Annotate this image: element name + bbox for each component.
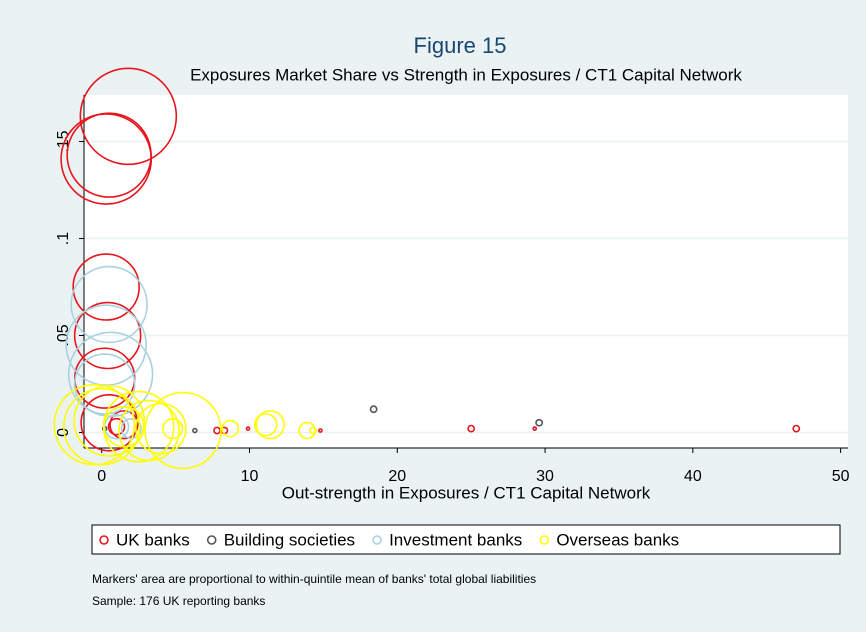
note: Markers' area are proportional to within… [92,572,536,586]
bubble [213,426,221,435]
bubble [73,353,136,415]
bubble [298,421,316,440]
bubble [369,405,378,414]
note: Sample: 176 UK reporting banks [92,594,265,608]
bubble [79,67,178,166]
bubble [72,253,140,321]
x-tick-label: 20 [388,468,406,485]
bubble [255,410,285,440]
bubble [245,426,251,431]
legend-box [91,524,841,555]
bubble [192,427,198,434]
x-axis-title: Out-strength in Exposures / CT1 Capital … [282,483,651,502]
legend-label: Building societies [224,530,355,549]
bubble [467,424,476,433]
chart-subtitle: Exposures Market Share vs Strength in Ex… [190,65,742,84]
legend-marker [539,535,550,545]
bubble [73,301,142,370]
bubble [254,412,278,437]
bubble [318,428,323,433]
bubble [53,383,136,466]
bubble [70,265,148,344]
plot-area [84,95,848,448]
legend-marker [206,535,217,545]
bubble [107,417,126,436]
x-tick-label: 40 [684,468,702,485]
x-tick-label: 30 [536,468,554,485]
legend-label: Investment banks [389,530,522,549]
bubble [73,384,146,457]
legend-label: UK banks [116,530,190,549]
y-tick-label: .1 [55,232,72,245]
bubble [532,426,538,431]
legend-marker [372,535,382,545]
bubble [62,387,141,466]
bubble [309,426,317,435]
x-tick-label: 10 [241,468,259,485]
bubble [103,405,145,448]
bubble [118,399,180,462]
x-tick-label: 50 [832,468,850,485]
bubble [162,418,184,440]
bubble [144,391,222,470]
bubble [221,419,240,438]
bubble [535,418,544,427]
bubble [792,424,801,433]
legend-marker [99,535,109,545]
legend-label: Overseas banks [556,530,679,549]
bubble [109,410,139,440]
y-tick-label: .05 [55,324,72,346]
chart-title: Figure 15 [414,33,507,58]
x-tick-label: 0 [97,468,106,485]
bubble [66,112,152,198]
